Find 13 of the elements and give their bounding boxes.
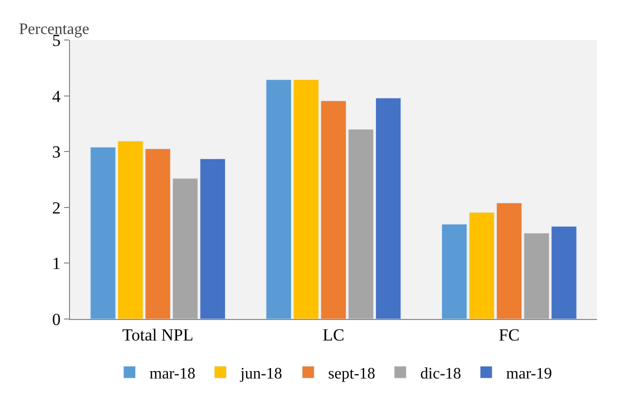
y-tick-label: 4 (52, 86, 62, 106)
x-tick-label: LC (322, 325, 344, 344)
legend-label: mar-19 (506, 365, 552, 382)
legend-label: dic-18 (420, 365, 462, 382)
y-tick-label: 1 (52, 254, 61, 274)
legend-label: jun-18 (239, 365, 282, 382)
y-tick-label: 3 (52, 142, 61, 162)
legend-label: sept-18 (328, 365, 376, 382)
y-tick-label: 0 (52, 310, 61, 329)
legend-label: mar-18 (150, 365, 196, 382)
x-tick-label: Total NPL (122, 325, 194, 344)
x-tick-label: FC (498, 325, 520, 344)
y-tick-label: 2 (52, 198, 61, 218)
